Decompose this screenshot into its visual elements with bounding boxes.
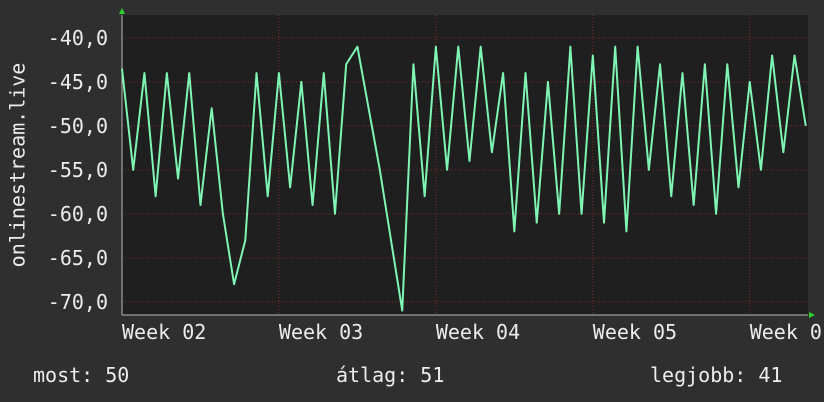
y-tick-label: -40,0 <box>48 26 108 50</box>
y-tick-label: -55,0 <box>48 158 108 182</box>
y-tick-label: -65,0 <box>48 246 108 270</box>
axis-arrow <box>809 312 815 318</box>
axis-arrow <box>119 8 125 14</box>
x-tick-label: Week 02 <box>122 320 206 344</box>
stat-text: most: 50 <box>33 363 129 387</box>
x-tick-label: Week 0 <box>750 320 822 344</box>
plot-area <box>122 15 808 315</box>
y-tick-label: -45,0 <box>48 70 108 94</box>
y-tick-label: -70,0 <box>48 290 108 314</box>
y-tick-label: -50,0 <box>48 114 108 138</box>
stat-text: legjobb: 41 <box>650 363 782 387</box>
data-line <box>121 45 807 312</box>
y-axis-label: onlinestream.live <box>6 63 30 268</box>
x-tick-label: Week 03 <box>279 320 363 344</box>
x-tick-label: Week 05 <box>593 320 677 344</box>
stat-text: átlag: 51 <box>336 363 444 387</box>
y-tick-label: -60,0 <box>48 202 108 226</box>
x-tick-label: Week 04 <box>436 320 520 344</box>
